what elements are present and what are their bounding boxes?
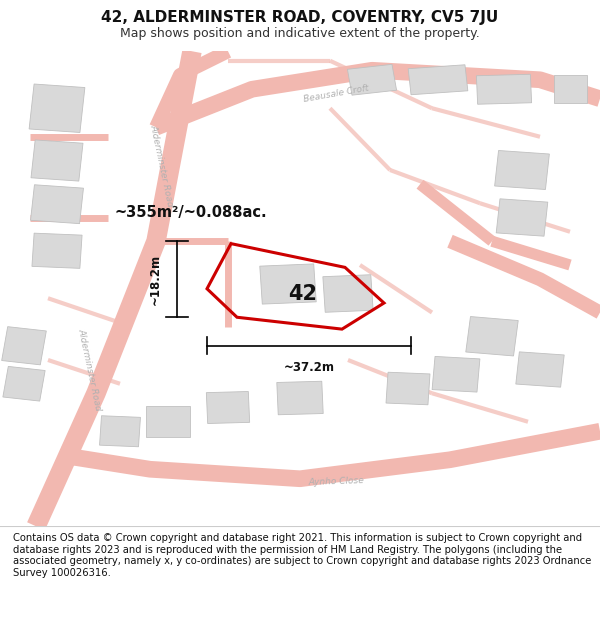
Polygon shape xyxy=(3,366,45,401)
Text: Alderminster Road: Alderminster Road xyxy=(77,328,103,411)
Text: ~18.2m: ~18.2m xyxy=(149,254,162,305)
Polygon shape xyxy=(408,65,468,95)
Polygon shape xyxy=(277,381,323,415)
Text: ~355m²/~0.088ac.: ~355m²/~0.088ac. xyxy=(114,205,266,220)
Text: Beausale Croft: Beausale Croft xyxy=(302,84,370,104)
Polygon shape xyxy=(260,264,316,304)
Polygon shape xyxy=(146,406,190,437)
Text: Alderminster Road: Alderminster Road xyxy=(149,123,175,208)
Polygon shape xyxy=(323,275,373,312)
Text: Map shows position and indicative extent of the property.: Map shows position and indicative extent… xyxy=(120,27,480,40)
Polygon shape xyxy=(100,416,140,447)
Polygon shape xyxy=(206,391,250,424)
Polygon shape xyxy=(2,327,46,365)
Polygon shape xyxy=(496,199,548,236)
Polygon shape xyxy=(554,76,587,103)
Polygon shape xyxy=(466,316,518,356)
Text: 42: 42 xyxy=(289,284,317,304)
Polygon shape xyxy=(494,151,550,189)
Text: Aynho Close: Aynho Close xyxy=(308,476,364,487)
Polygon shape xyxy=(432,356,480,392)
Polygon shape xyxy=(31,185,83,224)
Polygon shape xyxy=(29,84,85,132)
Polygon shape xyxy=(31,140,83,181)
Polygon shape xyxy=(386,372,430,405)
Polygon shape xyxy=(347,64,397,95)
Polygon shape xyxy=(476,74,532,104)
Text: Contains OS data © Crown copyright and database right 2021. This information is : Contains OS data © Crown copyright and d… xyxy=(13,533,592,578)
Text: ~37.2m: ~37.2m xyxy=(284,361,335,374)
Polygon shape xyxy=(516,352,564,387)
Polygon shape xyxy=(32,233,82,268)
Text: 42, ALDERMINSTER ROAD, COVENTRY, CV5 7JU: 42, ALDERMINSTER ROAD, COVENTRY, CV5 7JU xyxy=(101,10,499,25)
